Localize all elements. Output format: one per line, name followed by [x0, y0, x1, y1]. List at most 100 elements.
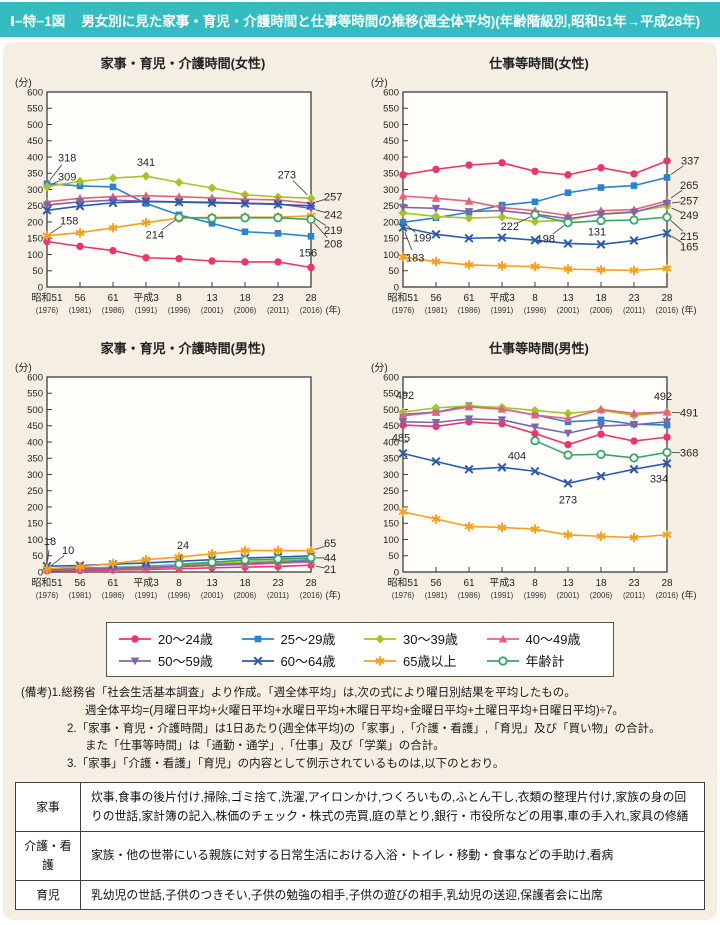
svg-text:400: 400 [27, 152, 43, 163]
svg-text:200: 200 [383, 217, 399, 228]
svg-text:250: 250 [383, 486, 399, 497]
svg-text:28: 28 [661, 578, 673, 589]
svg-text:50: 50 [32, 551, 43, 562]
chart-title: 家事・育児・介護時間(女性) [9, 54, 357, 74]
legend-item: 65歳以上 [362, 651, 481, 670]
svg-text:(1981): (1981) [69, 591, 92, 600]
svg-text:(2001): (2001) [201, 591, 224, 600]
svg-text:(2006): (2006) [234, 591, 257, 600]
legend-label: 20〜24歳 [158, 629, 213, 648]
svg-text:13: 13 [206, 293, 218, 304]
svg-text:(2011): (2011) [623, 591, 645, 600]
definition-table: 家事 炊事,食事の後片付け,掃除,ゴミ捨て,洗濯,アイロンかけ,つくろいもの,ふ… [15, 782, 705, 910]
svg-text:(分): (分) [371, 362, 388, 374]
svg-text:500: 500 [383, 405, 399, 416]
legend-label: 年齢計 [526, 651, 565, 670]
svg-text:600: 600 [383, 87, 399, 98]
svg-text:350: 350 [27, 169, 43, 180]
svg-text:(1976): (1976) [392, 306, 415, 315]
legend-marker-open-circle-icon [485, 654, 521, 668]
svg-text:(1986): (1986) [458, 591, 481, 600]
svg-text:550: 550 [383, 104, 399, 115]
legend-item: 20〜24歳 [117, 629, 236, 648]
svg-text:(2016): (2016) [656, 591, 679, 600]
legend-item: 40〜49歳 [485, 629, 604, 648]
table-row: 育児 乳幼児の世話,子供のつきそい,子供の勉強の相手,子供の遊びの相手,乳幼児の… [16, 880, 705, 910]
svg-text:450: 450 [383, 421, 399, 432]
svg-text:(1991): (1991) [491, 306, 514, 315]
legend-marker-square-icon [240, 632, 276, 646]
svg-text:350: 350 [383, 169, 399, 180]
svg-text:(1976): (1976) [392, 591, 415, 600]
svg-text:平成3: 平成3 [489, 292, 515, 304]
svg-text:183: 183 [406, 253, 424, 265]
svg-text:(1981): (1981) [425, 306, 448, 315]
svg-text:平成3: 平成3 [133, 577, 159, 589]
legend-label: 30〜39歳 [403, 629, 458, 648]
figure-title-bar: Ⅰ−特−1図 男女別に見た家事・育児・介護時間と仕事等時間の推移(週全体平均)(… [0, 2, 720, 37]
svg-text:平成3: 平成3 [489, 577, 515, 589]
svg-text:61: 61 [463, 293, 475, 304]
svg-text:485: 485 [392, 432, 410, 444]
svg-text:600: 600 [27, 372, 43, 383]
chart-svg: 050100150200250300350400450500550600(分)昭… [365, 359, 713, 609]
svg-text:265: 265 [680, 180, 698, 192]
svg-text:50: 50 [32, 266, 43, 277]
svg-text:(2011): (2011) [623, 306, 645, 315]
svg-text:(分): (分) [15, 362, 32, 374]
svg-text:200: 200 [27, 217, 43, 228]
svg-text:450: 450 [27, 421, 43, 432]
svg-text:200: 200 [27, 502, 43, 513]
svg-text:23: 23 [628, 578, 640, 589]
svg-text:18: 18 [239, 293, 251, 304]
svg-text:56: 56 [430, 578, 442, 589]
svg-text:341: 341 [137, 157, 155, 169]
svg-text:219: 219 [324, 225, 342, 237]
svg-text:56: 56 [74, 293, 86, 304]
legend-item: 30〜39歳 [362, 629, 481, 648]
svg-text:150: 150 [383, 234, 399, 245]
figure-title: 男女別に見た家事・育児・介護時間と仕事等時間の推移(週全体平均)(年齢階級別,昭… [81, 10, 700, 30]
note-line: 3.「家事」「介護・看護」「育児」の内容として例示されているものは,以下のとおり… [21, 756, 703, 774]
svg-text:273: 273 [559, 494, 577, 506]
chart-svg: 050100150200250300350400450500550600(分)昭… [9, 74, 357, 324]
svg-text:(2016): (2016) [300, 591, 323, 600]
svg-text:8: 8 [532, 293, 538, 304]
svg-text:(年): (年) [326, 589, 341, 600]
svg-text:8: 8 [176, 578, 182, 589]
note-line: (備考)1.総務省「社会生活基本調査」より作成。「週全体平均」は,次の式により曜… [21, 685, 703, 703]
legend-marker-circle-icon [117, 632, 153, 646]
svg-text:500: 500 [27, 405, 43, 416]
svg-text:309: 309 [58, 172, 76, 184]
svg-text:(1981): (1981) [69, 306, 92, 315]
notes: (備考)1.総務省「社会生活基本調査」より作成。「週全体平均」は,次の式により曜… [9, 683, 711, 780]
table-row: 介護・看護 家族・他の世帯にいる親族に対する日常生活における入浴・トイレ・移動・… [16, 831, 705, 880]
svg-text:600: 600 [383, 372, 399, 383]
svg-text:242: 242 [324, 209, 342, 221]
svg-text:300: 300 [383, 185, 399, 196]
svg-text:21: 21 [324, 564, 336, 576]
svg-text:(2001): (2001) [557, 306, 580, 315]
svg-text:(年): (年) [682, 589, 697, 600]
svg-text:150: 150 [27, 519, 43, 530]
svg-text:249: 249 [680, 210, 698, 222]
svg-text:昭和51: 昭和51 [31, 577, 63, 589]
svg-text:50: 50 [388, 266, 399, 277]
legend-marker-asterisk-icon [362, 654, 398, 668]
svg-text:131: 131 [588, 226, 606, 238]
svg-text:(1991): (1991) [135, 306, 158, 315]
svg-text:400: 400 [383, 152, 399, 163]
svg-text:(1986): (1986) [102, 306, 125, 315]
svg-text:214: 214 [146, 229, 164, 241]
row-body: 乳幼児の世話,子供のつきそい,子供の勉強の相手,子供の遊びの相手,乳幼児の送迎,… [81, 880, 705, 910]
legend-item: 25〜29歳 [240, 629, 359, 648]
svg-text:(1996): (1996) [168, 306, 191, 315]
svg-text:平成3: 平成3 [133, 292, 159, 304]
svg-text:13: 13 [562, 293, 574, 304]
svg-text:(1981): (1981) [425, 591, 448, 600]
